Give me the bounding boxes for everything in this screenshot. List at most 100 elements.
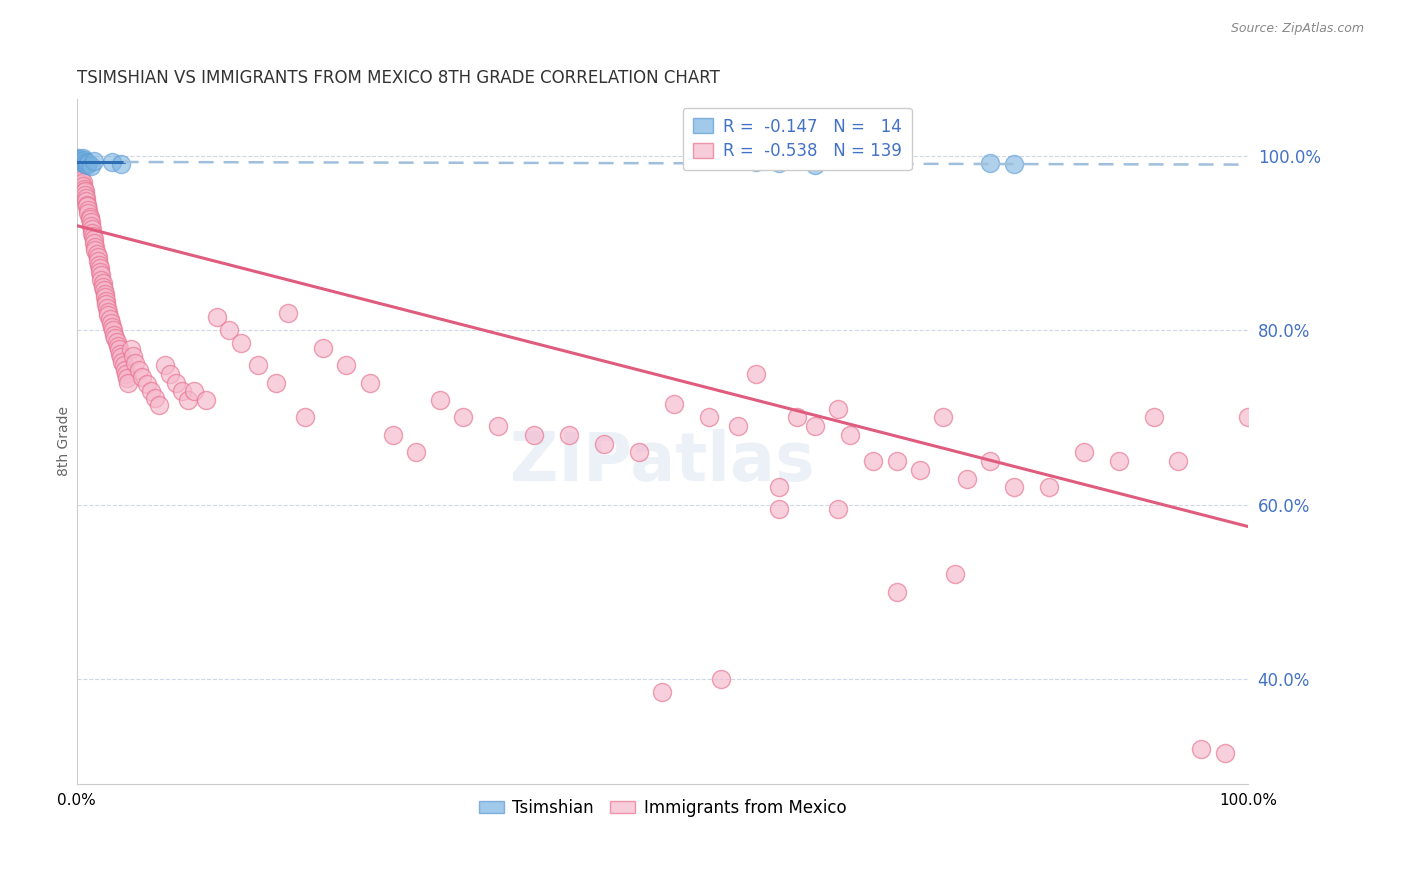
Point (83, 154, 105, 169)
Point (745, 155, 768, 169)
Point (862, 454, 884, 468)
Point (1002, 157, 1025, 171)
Point (76, 158, 98, 172)
Point (114, 362, 136, 376)
Point (69, 154, 91, 169)
Point (69, 170, 91, 185)
Point (94, 293, 117, 308)
Point (557, 428, 579, 442)
Point (247, 358, 270, 372)
Point (70, 155, 93, 169)
Point (727, 419, 749, 434)
Point (80, 219, 103, 233)
Point (710, 672, 733, 686)
Point (110, 351, 132, 365)
Point (592, 436, 614, 450)
Point (67, 153, 90, 167)
Point (1143, 410, 1166, 425)
Point (103, 327, 125, 342)
Point (80, 215, 103, 229)
Point (1073, 445, 1095, 459)
Point (886, 454, 908, 468)
Point (77, 202, 100, 217)
Point (662, 397, 685, 411)
Point (100, 316, 122, 330)
Point (786, 410, 808, 425)
Point (91, 276, 114, 290)
Point (90, 273, 112, 287)
Point (112, 358, 135, 372)
Point (803, 419, 825, 434)
Point (107, 339, 129, 353)
Point (827, 502, 849, 516)
Point (73, 186, 96, 200)
Point (165, 376, 187, 390)
Point (1038, 480, 1060, 494)
Point (72, 179, 94, 194)
Point (73, 157, 96, 171)
Point (627, 445, 650, 459)
Point (979, 156, 1001, 170)
Point (83, 232, 105, 246)
Point (486, 419, 509, 434)
Point (768, 502, 790, 516)
Point (956, 471, 979, 485)
Point (101, 323, 124, 337)
Point (1189, 742, 1212, 756)
Point (97, 305, 120, 319)
Point (86, 246, 108, 260)
Point (294, 410, 316, 425)
Text: Source: ZipAtlas.com: Source: ZipAtlas.com (1230, 22, 1364, 36)
Point (745, 367, 768, 381)
Point (335, 358, 357, 372)
Point (1167, 454, 1189, 468)
Point (89, 265, 111, 279)
Y-axis label: 8th Grade: 8th Grade (58, 407, 72, 476)
Point (1213, 746, 1236, 760)
Point (111, 354, 134, 368)
Point (75, 155, 97, 169)
Point (73, 153, 96, 168)
Point (104, 331, 127, 345)
Point (75, 194, 97, 209)
Point (94, 286, 117, 301)
Point (117, 376, 139, 390)
Point (87, 250, 110, 264)
Point (827, 401, 849, 416)
Point (115, 371, 138, 385)
Point (136, 377, 159, 392)
Point (131, 370, 153, 384)
Point (66, 151, 89, 165)
Point (79, 211, 101, 226)
Point (94, 297, 117, 311)
Point (80, 159, 103, 173)
Point (194, 392, 217, 407)
Point (67, 166, 90, 180)
Point (66, 161, 89, 176)
Point (115, 367, 138, 381)
Point (80, 222, 103, 236)
Point (90, 268, 112, 283)
Point (108, 343, 131, 357)
Point (183, 384, 205, 399)
Point (120, 343, 142, 357)
Point (73, 182, 96, 196)
Point (1108, 454, 1130, 468)
Point (122, 350, 145, 364)
Point (697, 410, 720, 425)
Point (96, 301, 118, 316)
Point (70, 177, 93, 191)
Point (77, 205, 100, 219)
Point (110, 157, 132, 171)
Point (80, 226, 103, 240)
Point (76, 197, 98, 211)
Point (172, 384, 194, 399)
Point (87, 253, 110, 268)
Point (75, 191, 97, 205)
Point (94, 290, 117, 304)
Point (381, 428, 404, 442)
Point (838, 428, 860, 442)
Legend: Tsimshian, Immigrants from Mexico: Tsimshian, Immigrants from Mexico (472, 792, 853, 823)
Point (908, 463, 931, 477)
Point (101, 319, 124, 334)
